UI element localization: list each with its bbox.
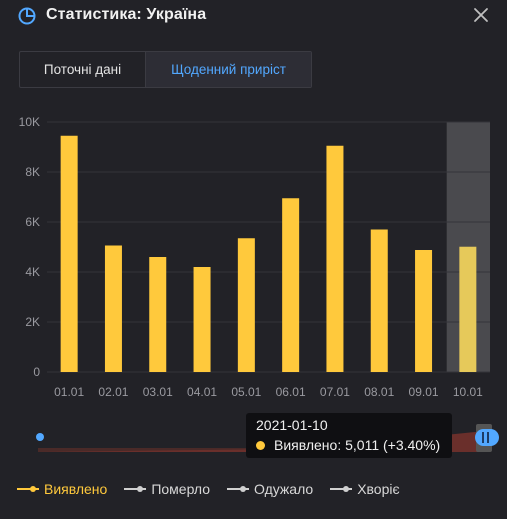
y-tick-label: 8K (25, 165, 40, 179)
legend-label: Одужало (254, 481, 314, 497)
bar (459, 246, 477, 372)
bar (415, 250, 433, 372)
x-tick-label: 06.01 (276, 385, 306, 399)
tab-daily-growth[interactable]: Щоденний приріст (146, 52, 311, 87)
x-tick-label: 03.01 (143, 385, 173, 399)
legend-item-recovered[interactable]: Одужало (227, 481, 313, 497)
bar (60, 135, 78, 372)
tab-bar: Поточні дані Щоденний приріст (19, 51, 312, 88)
x-tick-label: 01.01 (54, 385, 84, 399)
series-dot (256, 441, 265, 450)
line-marker-icon (124, 486, 147, 492)
x-tick-label: 09.01 (409, 385, 439, 399)
bar (104, 245, 122, 372)
x-tick-label: 02.01 (98, 385, 128, 399)
x-tick-label: 10.01 (453, 385, 483, 399)
y-tick-label: 10K (19, 115, 40, 129)
bar-chart: 0 2K 4K 6K 8K 10K 01.01 02.01 03.01 04.01 05.01 06.… (19, 115, 490, 399)
tab-current-data[interactable]: Поточні дані (20, 52, 146, 87)
legend-label: Виявлено (44, 481, 108, 497)
legend-item-died[interactable]: Померло (124, 481, 210, 497)
y-tick-label: 6K (25, 215, 40, 229)
bar (149, 257, 167, 372)
page-title: Статистика: Україна (46, 6, 207, 23)
y-tick-label: 4K (25, 265, 40, 279)
bar (282, 198, 300, 372)
legend-item-detected[interactable]: Виявлено (17, 481, 107, 497)
close-icon[interactable] (472, 6, 490, 24)
bar (193, 267, 211, 372)
legend-label: Хворіє (357, 481, 400, 497)
bar (237, 238, 255, 372)
legend-item-sick[interactable]: Хворіє (330, 481, 400, 497)
chart-tooltip: 2021-01-10 Виявлено: 5,011 (+3.40%) (246, 413, 452, 458)
slider-left-handle[interactable] (36, 433, 44, 441)
bar (370, 229, 388, 372)
bar (326, 145, 344, 372)
legend: Виявлено Померло Одужало Хворіє (17, 481, 417, 497)
tooltip-value: Виявлено: 5,011 (+3.40%) (274, 437, 441, 453)
x-tick-label: 07.01 (320, 385, 350, 399)
line-marker-icon (330, 486, 353, 492)
pie-chart-icon (18, 7, 36, 25)
legend-label: Померло (151, 481, 211, 497)
slider-right-handle[interactable] (475, 429, 499, 446)
y-tick-label: 2K (25, 315, 40, 329)
line-marker-icon (17, 486, 39, 492)
x-tick-label: 05.01 (231, 385, 261, 399)
x-tick-label: 04.01 (187, 385, 217, 399)
y-tick-label: 0 (33, 365, 40, 379)
tooltip-date: 2021-01-10 (256, 417, 328, 433)
header: Статистика: Україна (0, 0, 507, 34)
x-tick-label: 08.01 (364, 385, 394, 399)
line-marker-icon (227, 486, 250, 492)
